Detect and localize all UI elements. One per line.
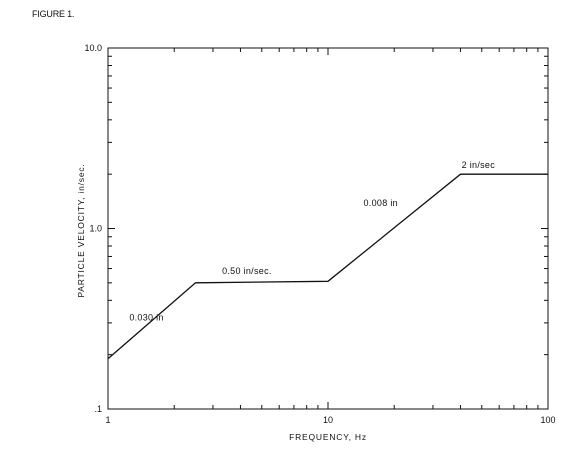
- y-tick-label: .1: [94, 404, 102, 414]
- series-line: [107, 173, 548, 360]
- x-tick-label: 10: [323, 415, 333, 425]
- annotation-label: 0.008 in: [364, 198, 398, 208]
- x-tick-label: 1: [105, 415, 110, 425]
- y-tick-label: 10.0: [84, 43, 102, 53]
- plot-frame: [107, 47, 549, 410]
- y-axis-label: PARTICLE VELOCITY, in/sec.: [76, 163, 86, 297]
- annotations: 0.030 in 0.50 in/sec. 0.008 in 2 in/sec: [129, 160, 495, 323]
- annotation-label: 0.50 in/sec.: [222, 266, 272, 276]
- annotation-label: 0.030 in: [129, 312, 163, 322]
- axis-tick-labels: 1 10 100 .1 1.0 10.0: [84, 43, 555, 425]
- axis-ticks: [107, 47, 549, 410]
- annotation-label: 2 in/sec: [462, 160, 496, 170]
- x-axis-label: FREQUENCY, Hz: [289, 432, 367, 442]
- y-tick-label: 1.0: [89, 224, 102, 234]
- figure-label: FIGURE 1.: [32, 9, 75, 19]
- x-tick-label: 100: [540, 415, 555, 425]
